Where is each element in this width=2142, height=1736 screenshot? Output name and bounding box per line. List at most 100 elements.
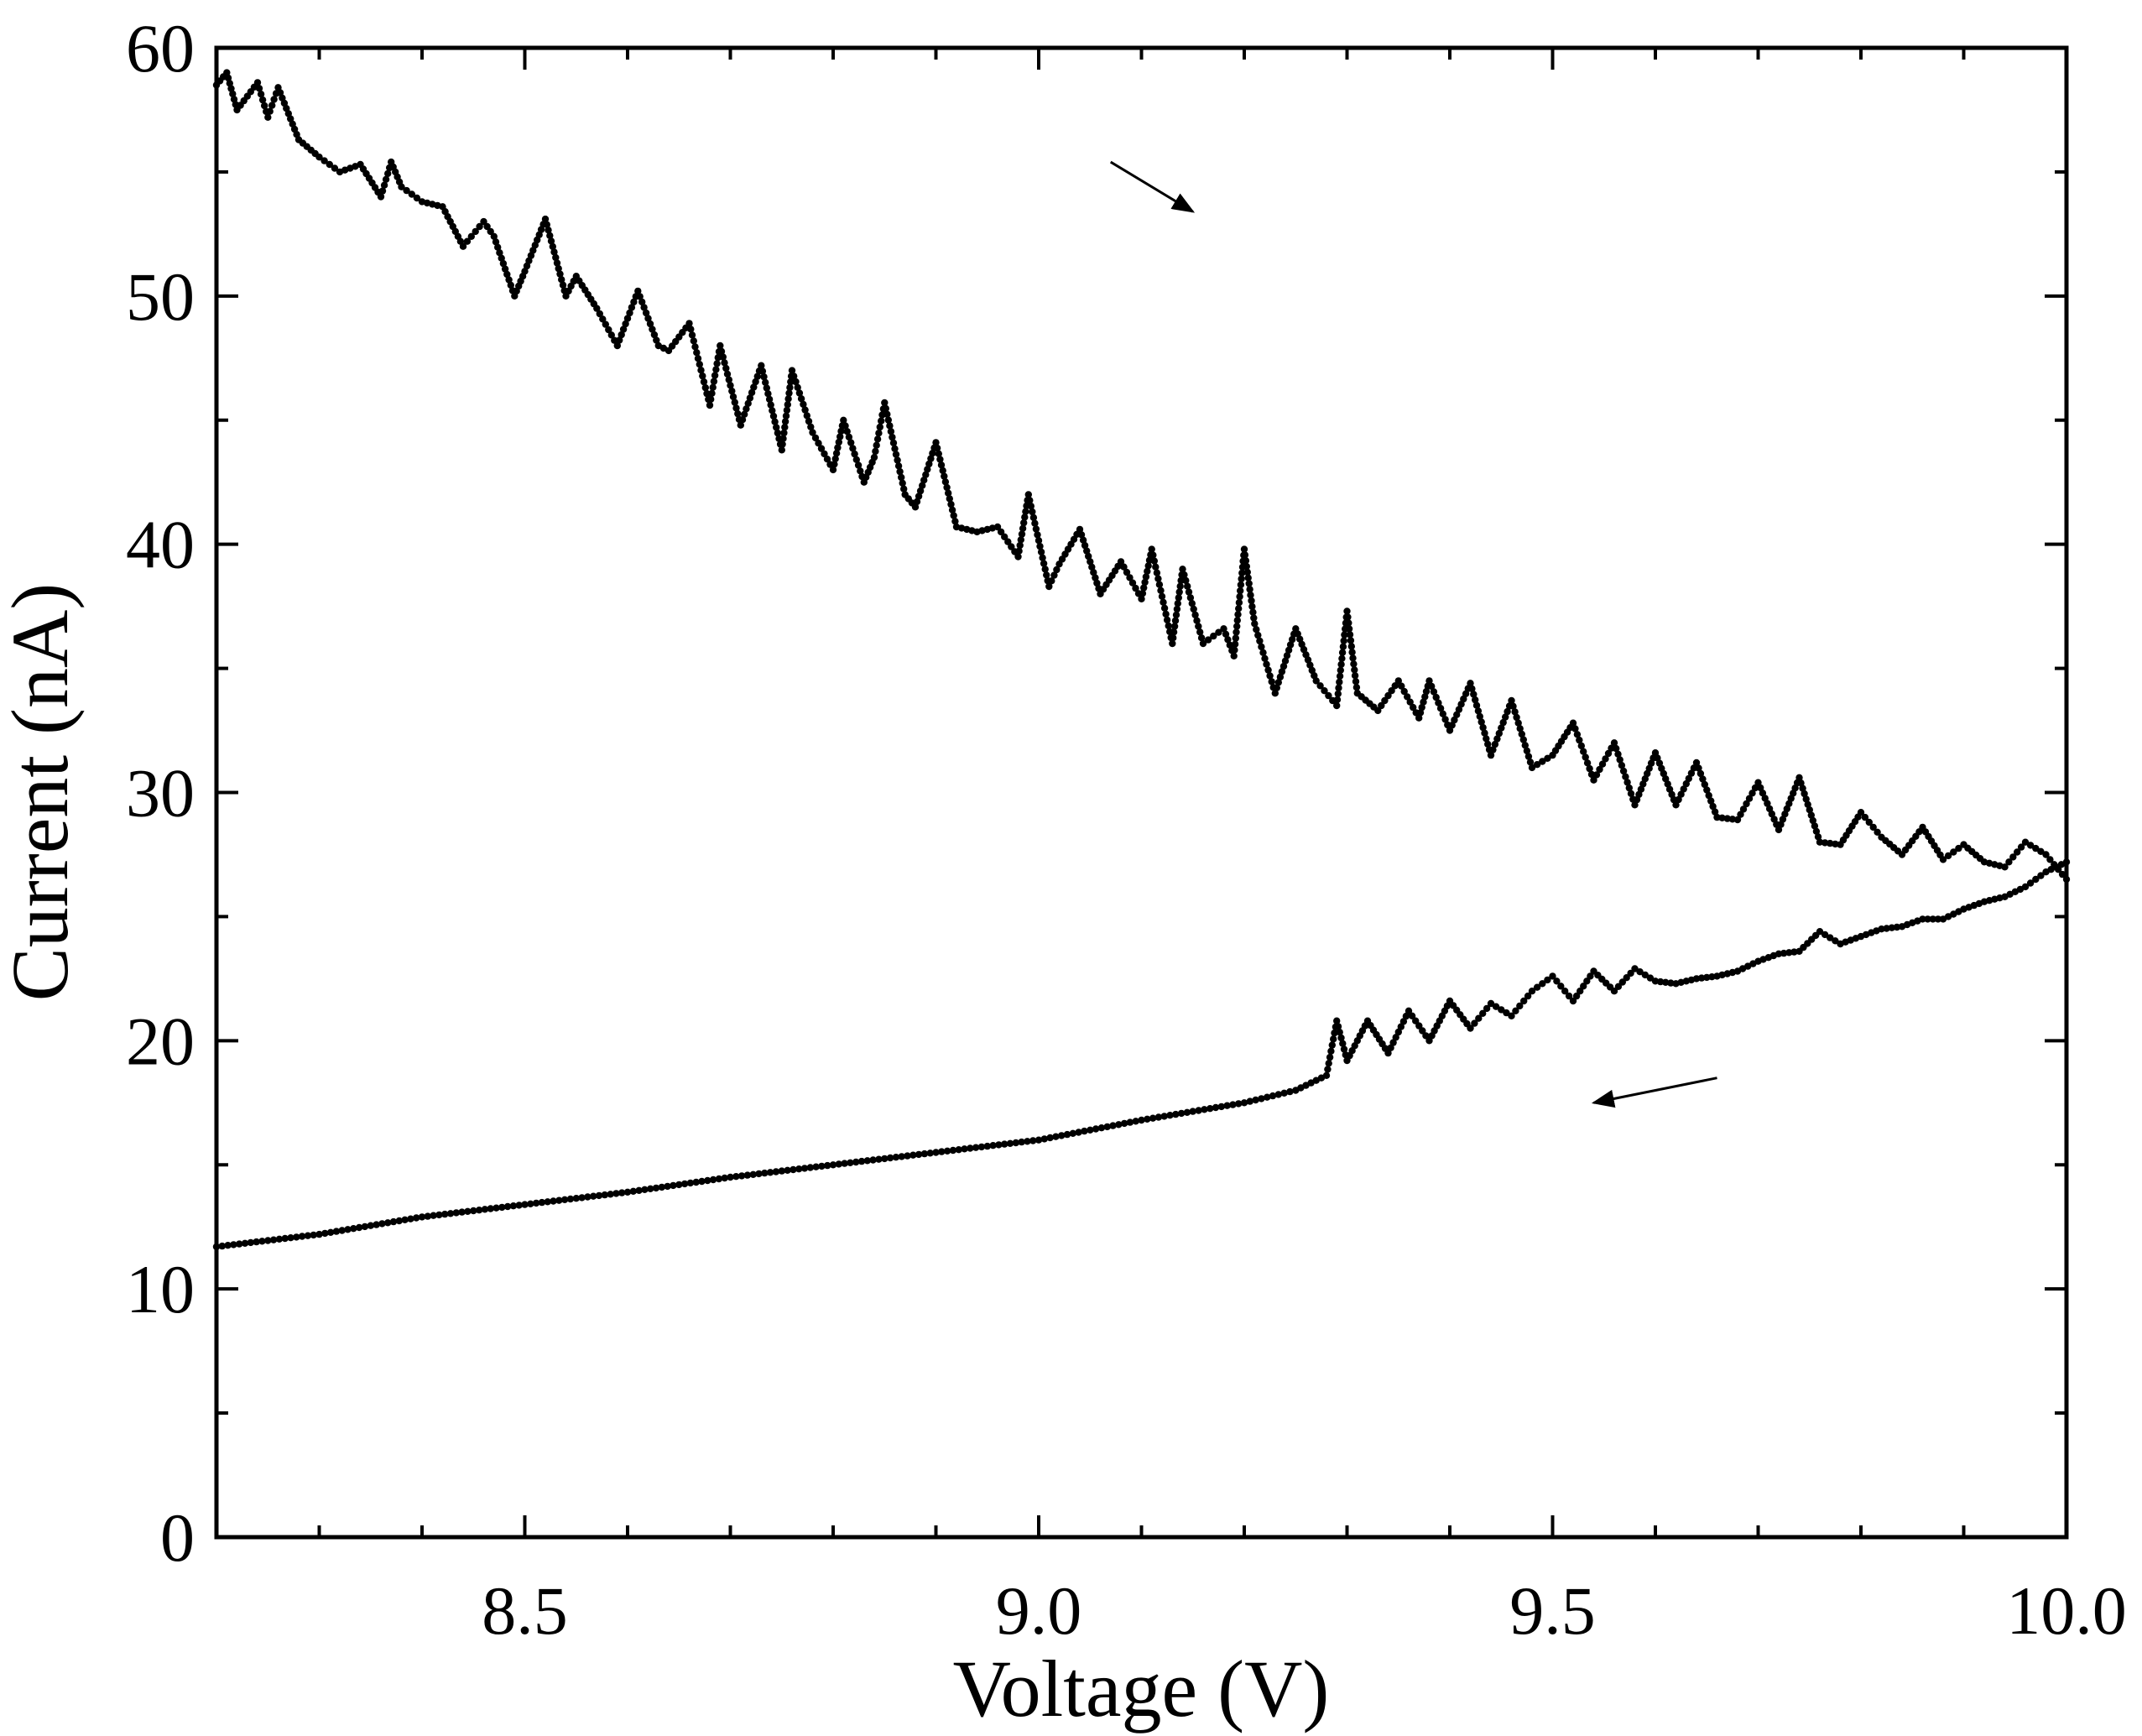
series-1-point <box>1749 790 1756 797</box>
series-1-point <box>1801 790 1808 798</box>
series-1-point <box>758 362 765 369</box>
series-2-point <box>1040 1135 1049 1143</box>
series-1-point <box>915 493 923 500</box>
series-2-point <box>566 1195 575 1203</box>
series-2-point <box>1475 1014 1483 1022</box>
series-2-point <box>670 1181 677 1190</box>
series-1-point <box>1699 775 1707 783</box>
series-1-point <box>784 395 792 403</box>
series-1-point <box>494 243 502 251</box>
series-1-point <box>1487 751 1495 759</box>
series-1-point <box>700 378 708 386</box>
series-1-point <box>1955 844 1962 852</box>
series-1-point <box>1764 800 1771 807</box>
series-1-point <box>734 409 742 418</box>
series-2-point <box>275 1235 284 1243</box>
series-2-point <box>1389 1039 1397 1046</box>
series-1-point <box>1244 574 1252 581</box>
series-2-point <box>623 1188 632 1196</box>
series-1-point <box>253 79 262 86</box>
series-2-point <box>1487 999 1495 1008</box>
series-1-point <box>1141 578 1149 586</box>
series-2-point <box>1046 1134 1054 1142</box>
series-2-point <box>704 1176 711 1185</box>
series-2-point <box>560 1196 569 1204</box>
series-2-point <box>972 1144 980 1151</box>
series-2-point <box>544 1198 551 1206</box>
series-1-point <box>1495 729 1504 738</box>
series-1-point <box>997 528 1005 536</box>
series-1-point <box>1242 557 1250 565</box>
series-2-point <box>812 1163 820 1170</box>
series-2-point <box>1029 1137 1037 1144</box>
series-1-point <box>377 193 385 201</box>
series-1-point <box>1234 611 1242 618</box>
series-1-point <box>1346 631 1354 639</box>
series-1-point <box>1573 731 1582 738</box>
series-1-point <box>1019 524 1027 532</box>
series-1-point <box>1175 588 1183 596</box>
series-1-point <box>753 373 761 380</box>
series-2-point <box>915 1150 923 1159</box>
series-1-point <box>779 435 787 442</box>
series-2-point <box>498 1203 506 1212</box>
series-1-point <box>630 298 638 306</box>
series-1-point <box>1120 563 1128 571</box>
series-1-point <box>1814 833 1822 841</box>
series-1-point <box>898 473 905 482</box>
series-1-point <box>1036 542 1044 550</box>
series-1-point <box>1022 508 1029 515</box>
series-1-point <box>1153 569 1161 576</box>
series-2-point <box>1614 983 1623 991</box>
series-1-point <box>1587 770 1596 779</box>
series-1-point <box>693 349 701 357</box>
series-1-point <box>1944 852 1952 860</box>
series-1-point <box>781 424 789 431</box>
series-1-point <box>1251 620 1259 628</box>
series-1-point <box>1351 672 1359 680</box>
series-2-point <box>401 1216 409 1224</box>
series-1-point <box>784 401 791 409</box>
series-2-point <box>943 1147 951 1155</box>
series-1-point <box>1341 631 1348 639</box>
y-tick-label: 50 <box>126 258 195 335</box>
series-1-point <box>1347 643 1356 650</box>
series-2-point <box>344 1226 352 1233</box>
series-1-point <box>1614 750 1622 758</box>
series-2-point <box>618 1189 626 1196</box>
series-1-point <box>1484 740 1492 748</box>
series-2-point <box>2062 858 2071 866</box>
series-1-point <box>771 418 779 425</box>
series-2-point <box>658 1183 665 1191</box>
series-1-point <box>1157 586 1165 594</box>
series-2-point <box>1274 1091 1283 1098</box>
series-2-point <box>1172 1110 1180 1118</box>
series-1-point <box>1797 779 1805 787</box>
series-2-point <box>1087 1126 1094 1134</box>
series-1-point <box>611 336 618 344</box>
series-1-point <box>2032 844 2040 852</box>
series-1-point <box>691 343 699 351</box>
series-2-point <box>458 1208 466 1216</box>
series-1-point <box>1476 712 1484 721</box>
series-2-point <box>2037 872 2045 879</box>
series-1-point <box>690 337 697 345</box>
series-2-point <box>1052 1133 1060 1140</box>
series-1-point <box>1035 537 1043 545</box>
series-2-point <box>418 1213 426 1221</box>
series-1-point <box>1349 654 1357 662</box>
series-1-point <box>2005 858 2013 866</box>
series-1-point <box>884 416 893 424</box>
series-2-point <box>1402 1012 1410 1020</box>
series-2-point <box>721 1174 728 1182</box>
series-1-point <box>459 242 467 250</box>
series-1-point <box>916 487 925 495</box>
series-2-point <box>515 1202 523 1209</box>
series-1-point <box>1348 649 1356 656</box>
series-1-point <box>1874 828 1881 836</box>
series-1-point <box>498 254 505 262</box>
series-1-point <box>1404 693 1411 701</box>
series-1-point <box>1582 753 1589 761</box>
series-1-point <box>1737 811 1744 818</box>
series-1-point <box>1235 599 1243 607</box>
